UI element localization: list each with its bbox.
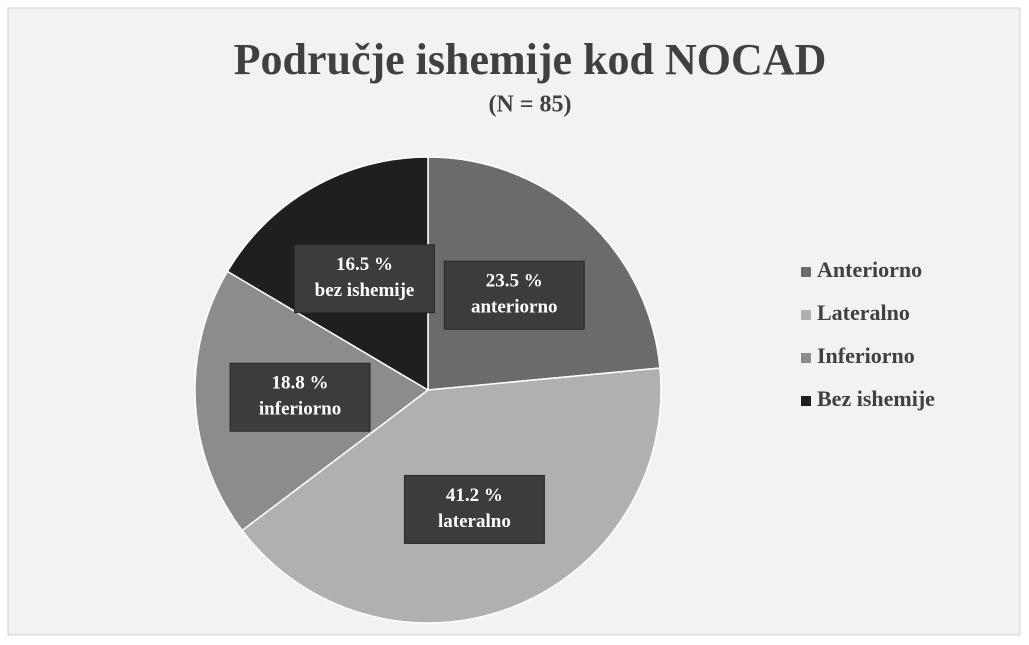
data-label-box <box>229 362 371 432</box>
data-label-box <box>294 244 436 314</box>
data-label-name: anteriorno <box>471 297 558 318</box>
data-label-box <box>403 474 545 544</box>
legend-label: Lateralno <box>817 300 910 325</box>
data-label: 41.2 % <box>446 485 503 506</box>
data-label: 16.5 % <box>336 254 393 275</box>
legend-marker <box>801 267 811 277</box>
legend-label: Anteriorno <box>817 257 922 282</box>
legend-marker <box>801 353 811 363</box>
legend-marker <box>801 310 811 320</box>
legend-label: Inferiorno <box>817 343 915 368</box>
data-label: 18.8 % <box>272 373 329 394</box>
data-label-name: lateralno <box>438 511 511 532</box>
data-label-box <box>443 260 585 330</box>
chart-title: Područje ishemije kod NOCAD <box>234 35 827 84</box>
legend-label: Bez ishemije <box>817 386 935 411</box>
legend-marker <box>801 396 811 406</box>
data-label: 23.5 % <box>486 271 543 292</box>
data-label-name: inferiorno <box>259 399 341 420</box>
chart-subtitle: (N = 85) <box>489 92 572 118</box>
data-label-name: bez ishemije <box>315 280 415 301</box>
